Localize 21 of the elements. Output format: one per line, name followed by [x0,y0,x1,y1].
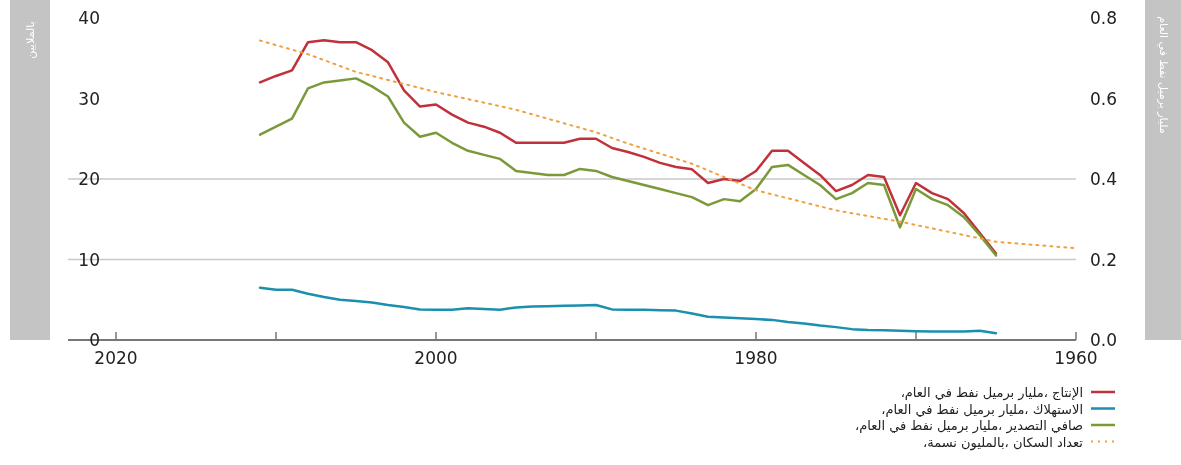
legend-label: الاستهلاك ،مليار برميل نفط في العام، [881,401,1083,418]
y-tick-label: 20 [78,169,100,189]
y2-tick-label: 0.0 [1090,330,1118,350]
y2-tick-label: 0.4 [1090,169,1118,189]
x-tick-label: 2020 [94,348,138,368]
y2-tick-label: 0.8 [1090,8,1118,28]
y-tick-label: 40 [78,8,100,28]
x-tick-label: 2000 [414,348,458,368]
y2-axis-title: مليار برميل نفط في العام [1156,16,1170,134]
legend-label: صافي التصدير ،مليار برميل نفط في العام، [854,418,1083,434]
x-tick-label: 1960 [1054,348,1098,368]
y-tick-label: 10 [78,249,100,270]
x-tick-label: 1980 [734,348,778,368]
legend-label: الإنتاج ،مليار برميل نفط في العام، [900,385,1083,401]
legend-label: تعداد السكان ،بالمليون نسمة، [922,434,1084,451]
ylabel: بالملايين [10,0,50,340]
y2-tick-label: 0.2 [1090,249,1118,270]
y-tick-label: 30 [78,88,100,109]
y2-tick-label: 0.6 [1090,88,1118,109]
y-axis-title: بالملايين [23,21,37,59]
y2label: مليار برميل نفط في العام [1145,0,1181,340]
